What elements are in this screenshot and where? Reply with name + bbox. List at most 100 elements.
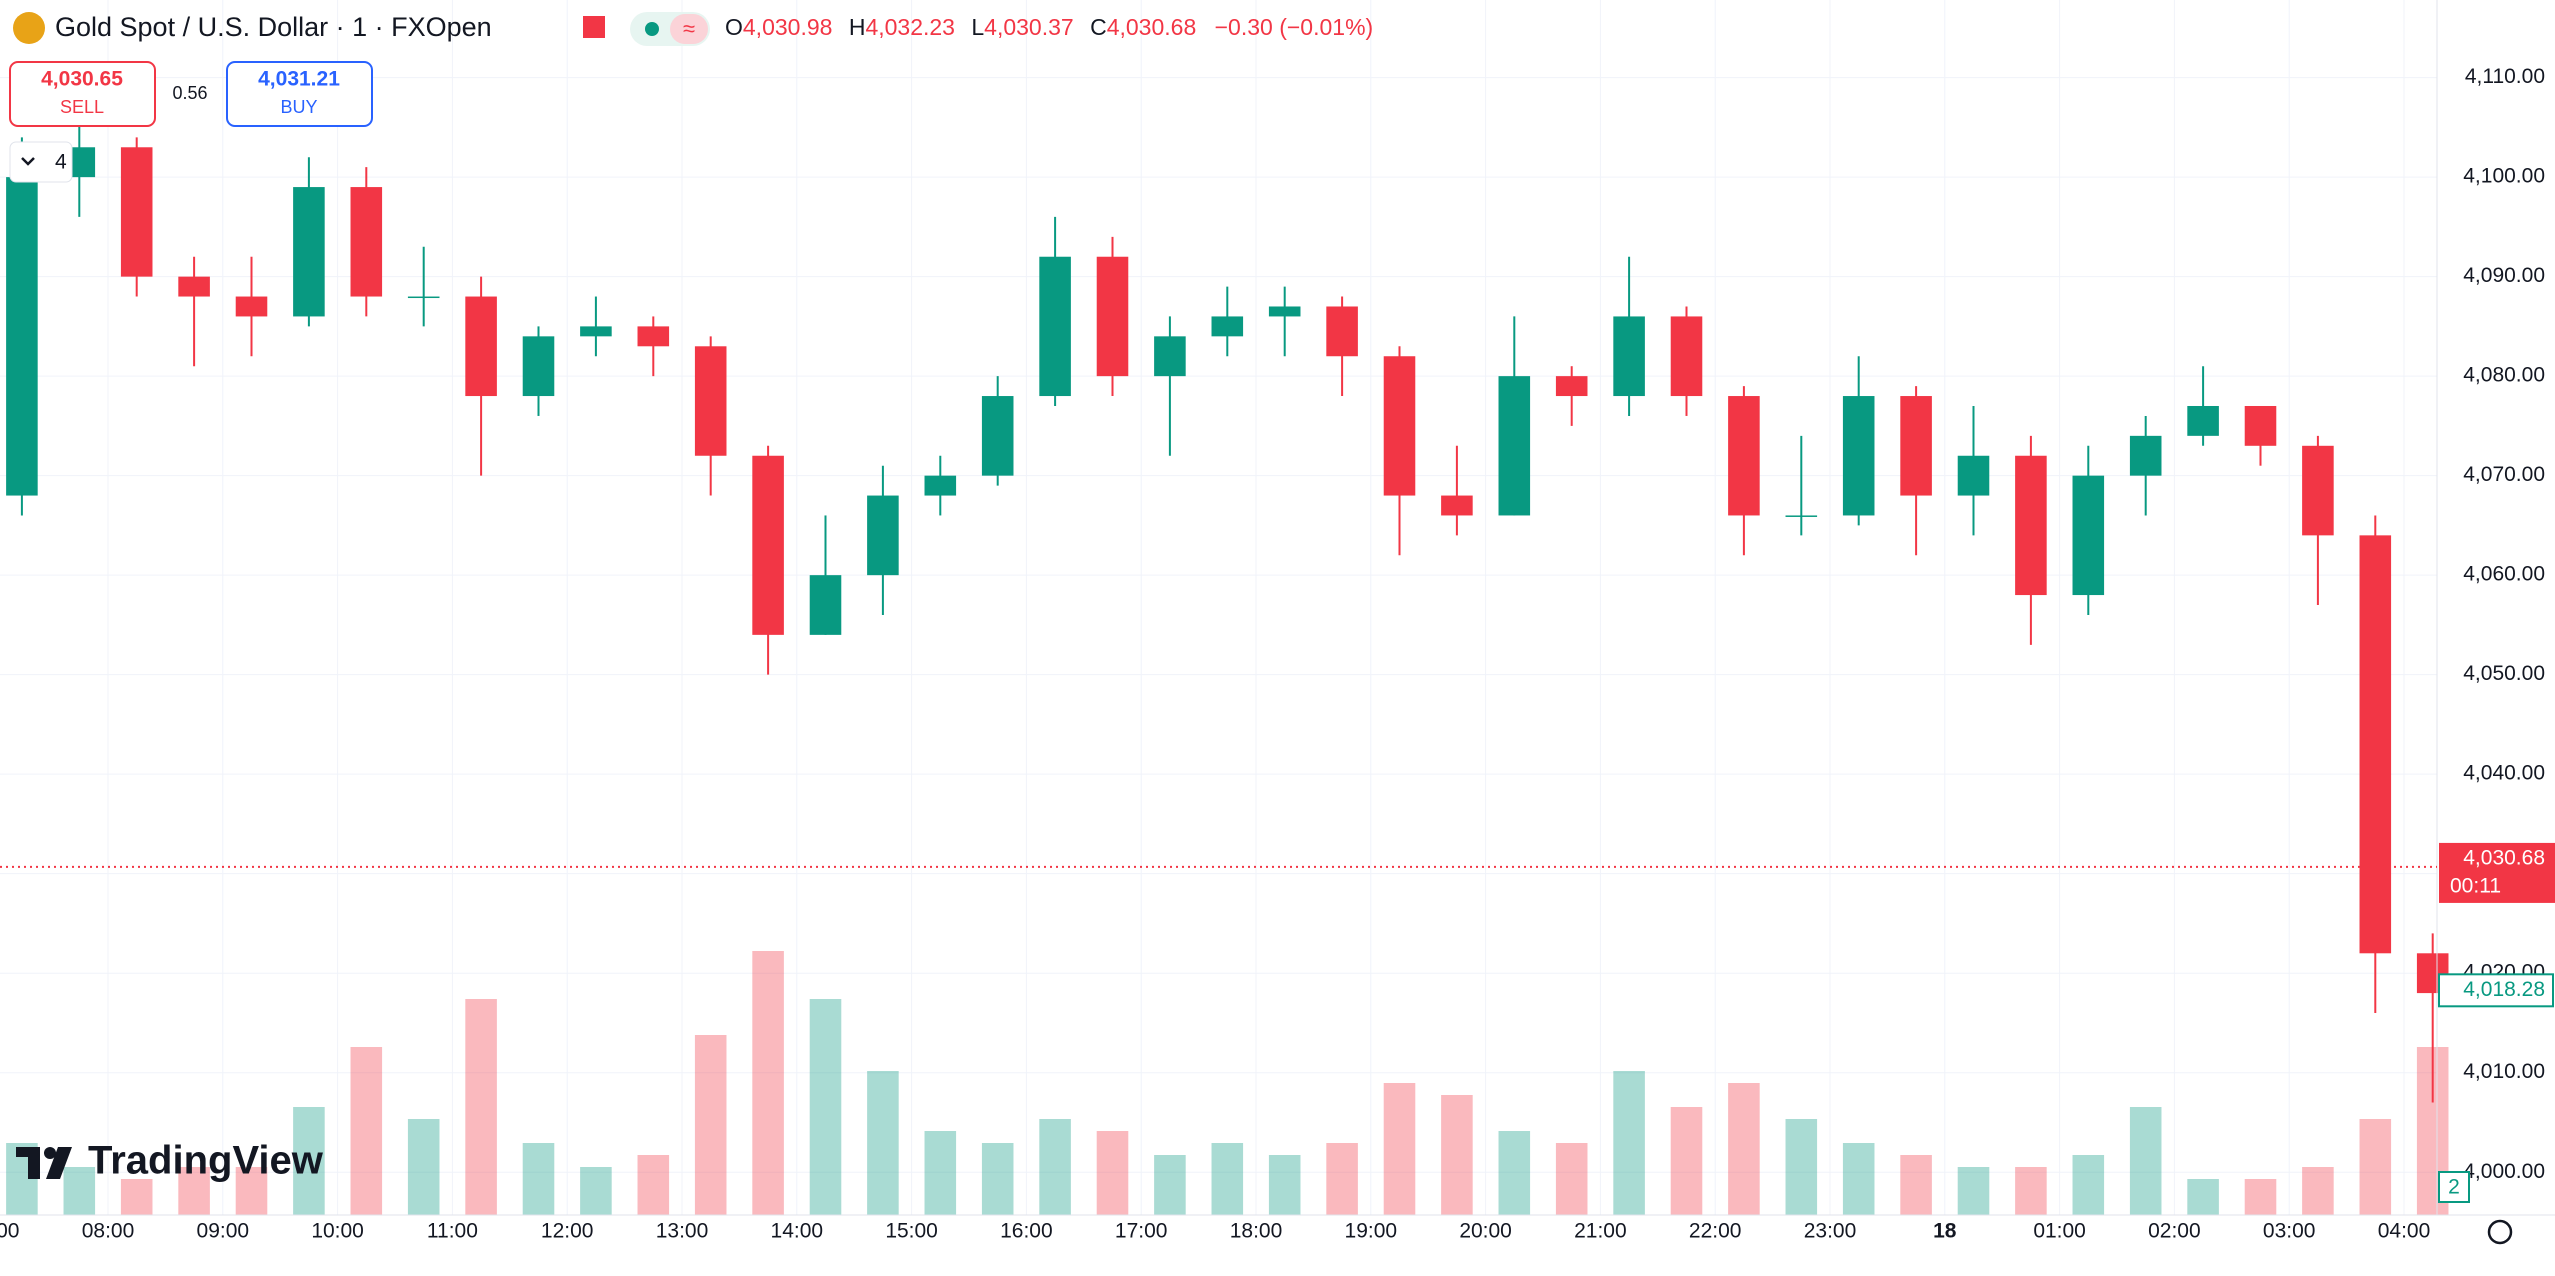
volume-bar (2187, 1179, 2219, 1215)
y-tick-label: 4,010.00 (2463, 1060, 2545, 1083)
logo-mark (44, 1147, 56, 1159)
volume-bar (2072, 1155, 2105, 1215)
candle-body (1039, 256, 1071, 397)
ohlc: O4,030.98 H4,032.23 L4,030.37 C4,030.68 … (725, 14, 1373, 40)
volume-bar (235, 1167, 268, 1215)
x-tick-label: 02:00 (2148, 1220, 2201, 1243)
indicators-count[interactable]: 4 (55, 151, 67, 174)
candle-body (120, 147, 153, 277)
volume-bar (407, 1119, 440, 1215)
sell-label[interactable]: SELL (60, 97, 104, 117)
volume-bar (694, 1035, 727, 1215)
volume-bar (1613, 1071, 1645, 1215)
volume-bar (1096, 1131, 1129, 1215)
x-tick-label: 18 (1933, 1220, 1957, 1243)
h-value: 4,032.23 (865, 14, 955, 40)
indicator-tag (2438, 973, 2554, 1008)
candle-body (293, 187, 325, 317)
o-label: O (725, 14, 743, 40)
y-tick-label: 4,050.00 (2463, 662, 2545, 685)
x-tick-label: 13:00 (656, 1220, 709, 1243)
candle-body (637, 326, 670, 347)
symbol-icon (13, 12, 45, 44)
volume-bar (63, 1167, 96, 1215)
sell-price[interactable]: 4,030.65 (41, 68, 123, 91)
y-tick-label: 4,000.00 (2463, 1160, 2545, 1183)
l-value: 4,030.37 (984, 14, 1074, 40)
y-tick-label: 4,060.00 (2463, 563, 2545, 586)
volume-bar (293, 1107, 325, 1215)
volume-bar (2244, 1179, 2277, 1215)
candle-body (2015, 455, 2047, 596)
axes: 07:00 08:00 09:00 10:00 11:00 12:00 13:00 14:00… (0, 65, 2555, 1243)
volume-bar (1326, 1143, 1358, 1215)
volume-bar (867, 1071, 899, 1215)
candle-body (867, 495, 899, 576)
delay-symbol: ≈ (683, 16, 695, 41)
delay-icon (670, 14, 708, 44)
candle-body (694, 346, 727, 456)
candle-body (407, 296, 440, 299)
sell-button[interactable] (9, 61, 156, 127)
buy-label[interactable]: BUY (280, 97, 317, 117)
y-tick-label: 4,090.00 (2463, 264, 2545, 287)
candle-body (1900, 396, 1932, 496)
x-tick-label: 01:00 (2033, 1220, 2086, 1243)
x-tick-label: 18:00 (1230, 1220, 1283, 1243)
candle-body (924, 475, 957, 496)
x-tick-label: 23:00 (1804, 1220, 1857, 1243)
countdown: 00:11 (2450, 874, 2501, 897)
volume-bar (580, 1167, 612, 1215)
candle-body (350, 187, 383, 297)
volume-bar (809, 999, 842, 1215)
volume-bar (1383, 1083, 1416, 1215)
candle-body (1154, 336, 1186, 377)
volume-bar (1498, 1131, 1531, 1215)
candle-body (6, 177, 38, 496)
volume-bar (1900, 1155, 1932, 1215)
y-tick-label: 4,110.00 (2465, 65, 2545, 88)
candle-body (2187, 405, 2219, 436)
candle-body (1957, 455, 1990, 496)
candle-body (178, 276, 210, 297)
volume-bar (120, 1179, 153, 1215)
x-tick-label: 10:00 (311, 1220, 364, 1243)
buy-price[interactable]: 4,031.21 (258, 68, 340, 91)
x-tick-label: 14:00 (771, 1220, 824, 1243)
c-value: 4,030.68 (1107, 14, 1197, 40)
logo-mark (46, 1147, 72, 1179)
indicators-toggle[interactable] (9, 141, 73, 183)
settings-icon[interactable] (2487, 1219, 2513, 1245)
x-tick-label: 20:00 (1459, 1220, 1512, 1243)
x-tick-label: 07:00 (0, 1220, 19, 1243)
volume-bar (1728, 1083, 1760, 1215)
volume-bar (981, 1143, 1014, 1215)
volume-bar (752, 951, 784, 1215)
candle-body (580, 326, 612, 337)
candle-body (2244, 405, 2277, 446)
candle-body (1670, 316, 1703, 397)
last-price-tag (2439, 842, 2555, 903)
volume-bar (1039, 1119, 1071, 1215)
candle-body (1211, 316, 1244, 337)
last-price-label: 4,030.68 (2463, 846, 2545, 869)
volume-bar (350, 1047, 383, 1215)
volume-bar (2359, 1119, 2392, 1215)
candle-body (1326, 306, 1358, 357)
candle-body (981, 396, 1014, 476)
volume-bar (2129, 1107, 2162, 1215)
c-label: C (1090, 14, 1107, 40)
logo-mark (28, 1147, 40, 1179)
volume-bar (178, 1167, 210, 1215)
volume-bar (924, 1131, 957, 1215)
volume-bar (637, 1155, 670, 1215)
buy-button[interactable] (226, 61, 373, 127)
candle-body (235, 296, 268, 317)
change: −0.30 (−0.01%) (1215, 14, 1374, 40)
x-tick-label: 21:00 (1574, 1220, 1627, 1243)
x-tick-label: 11:00 (427, 1220, 478, 1243)
flag-icon[interactable] (583, 16, 605, 38)
